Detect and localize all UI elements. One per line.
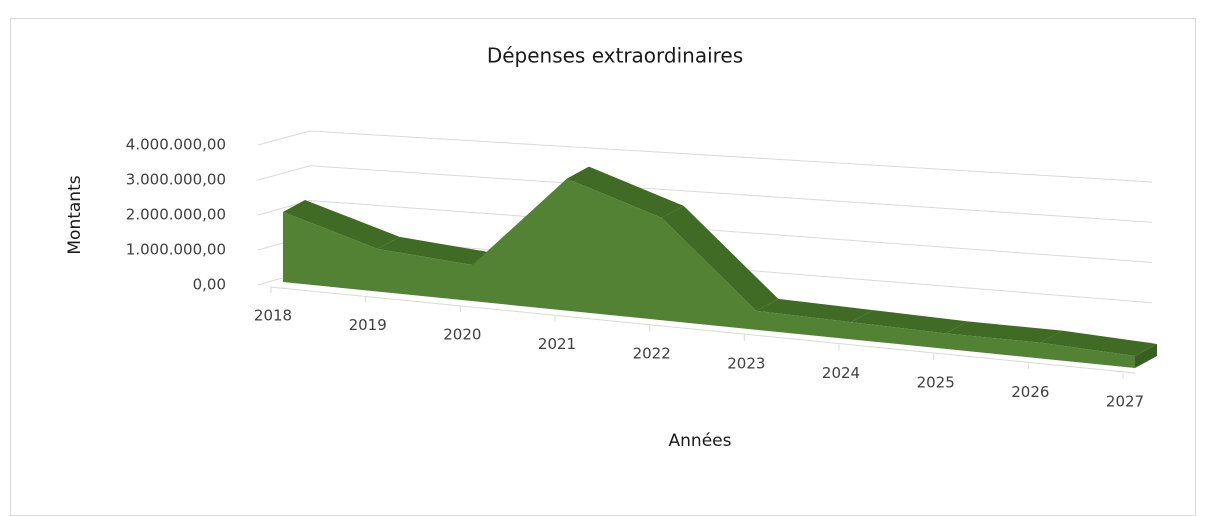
x-tick-label: 2025 [917,373,955,391]
x-tick-label: 2024 [822,364,860,382]
y-tick-label: 4.000.000,00 [126,136,226,154]
x-tick-label: 2019 [349,316,387,334]
y-tick-label: 3.000.000,00 [126,171,226,189]
y-axis-title: Montants [65,175,85,254]
area-top [661,205,779,311]
area-top [851,310,968,334]
x-tick-label: 2026 [1011,383,1049,401]
x-tick-label: 2027 [1106,393,1144,411]
area-top [567,166,684,218]
x-tick-label: 2023 [727,354,765,372]
grid-line [257,199,1153,263]
area-top [283,200,400,249]
x-tick-label: 2021 [538,335,576,353]
x-tick-label: 2020 [443,326,481,344]
y-tick-label: 1.000.000,00 [126,241,226,259]
grid-line [257,165,1153,223]
x-axis-line [269,286,1136,374]
x-tick-label: 2018 [254,307,292,325]
grid-line [257,130,1153,183]
area-top [945,321,1063,343]
area-top [1040,330,1157,356]
y-tick-label: 2.000.000,00 [126,206,226,224]
chart-title: Dépenses extraordinaires [487,44,743,68]
area-top [756,298,873,323]
area-front [283,178,1135,368]
x-axis-title: Années [669,431,732,451]
x-tick-label: 2022 [633,345,671,363]
area-top [377,236,495,265]
area-side [1135,344,1157,368]
y-tick-label: 0,00 [193,276,226,294]
